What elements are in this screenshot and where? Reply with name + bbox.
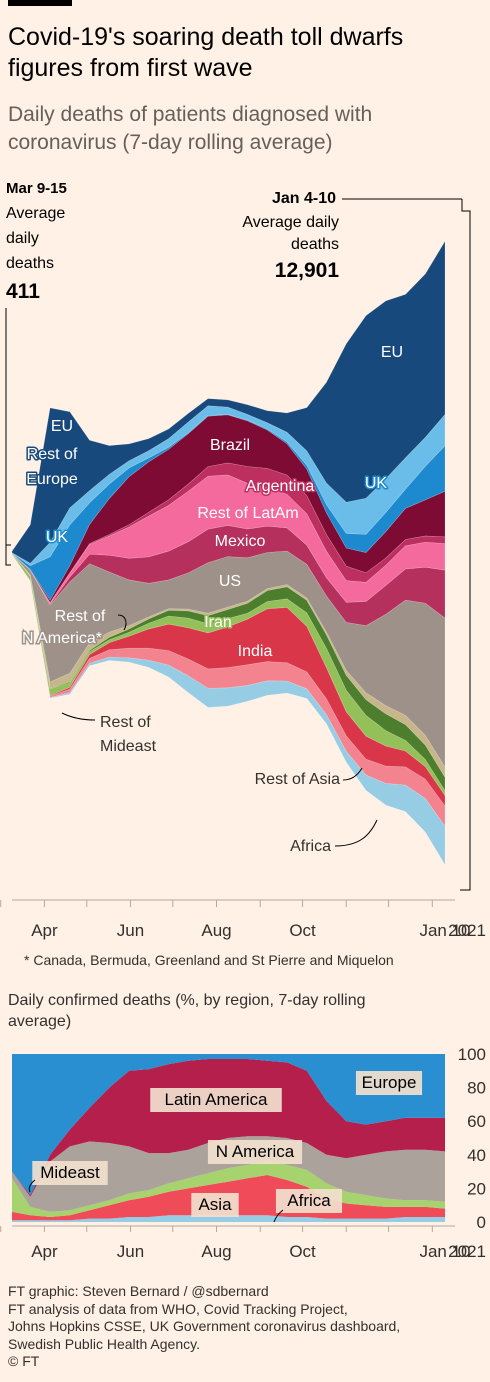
y-tick-label: 20 [467, 1179, 486, 1198]
annot-end-label: deaths [291, 236, 339, 253]
leader-africa [334, 819, 378, 847]
pct-area-n-america [12, 1136, 445, 1212]
label-india: India [238, 643, 273, 660]
pct-area-africa [12, 1215, 445, 1222]
source-line: FT graphic: Steven Bernard / @sdbernard [8, 1283, 269, 1299]
chart-subtitle: Daily deaths of patients diagnosed with … [8, 103, 373, 154]
label-rest-of-mideast: Mideast [100, 738, 157, 755]
label-asia: Asia [191, 1193, 239, 1217]
y-tick-label: 0 [477, 1213, 486, 1232]
y-tick-label: 60 [467, 1112, 486, 1131]
label-eu: EU [51, 418, 73, 435]
label-europe-text: Europe [362, 1073, 417, 1092]
label-europe-box [355, 1071, 423, 1095]
annot-end-value: 12,901 [275, 259, 340, 282]
label-uk: UK [46, 529, 69, 546]
label-n-america: N America [207, 1140, 303, 1164]
annot-start-bracket [5, 544, 11, 566]
x-tick-label: Aug [201, 921, 231, 940]
label-n-america-box [207, 1140, 303, 1164]
pct-area-europe [12, 1054, 445, 1196]
label-rest-of-latam: Rest of LatAm [197, 505, 298, 522]
label-mideast-text: Mideast [40, 1163, 100, 1182]
annot-start-value: 411 [6, 280, 40, 303]
label-n-america: N America* [22, 630, 102, 647]
label-rest-of-n-america: Rest of [55, 608, 106, 625]
x-tick-label: Aug [201, 1242, 231, 1261]
label-eu-right: EU [381, 344, 403, 361]
label-mexico: Mexico [215, 533, 266, 550]
label-argentina: Argentina [246, 478, 315, 495]
label-us: US [219, 573, 241, 590]
label-brazil: Brazil [210, 437, 250, 454]
label-latin-america: Latin America [150, 1088, 282, 1112]
annot-end-date: Jan 4-10 [272, 190, 336, 207]
label-africa: Africa [275, 1189, 343, 1213]
leader-rest-of-n-america [117, 614, 127, 631]
label-africa-box [275, 1189, 343, 1213]
label-mideast-box [32, 1161, 108, 1185]
y-tick-label: 80 [467, 1079, 486, 1098]
x-tick-label: Oct [289, 1242, 316, 1261]
x-tick-label: Apr [31, 1242, 58, 1261]
y-tick-label: 40 [467, 1146, 486, 1165]
source-note: FT graphic: Steven Bernard / @sdbernard … [8, 1283, 488, 1371]
area-mexico [11, 525, 446, 626]
x-tick-label: Jan 10 [419, 1242, 470, 1261]
label-asia-text: Asia [198, 1195, 232, 1214]
x-tick-label: 2021 [448, 921, 486, 940]
area-eu [11, 240, 446, 564]
x-tick-label: Oct [289, 921, 316, 940]
label-n-america-text: N America [216, 1142, 295, 1161]
label-rest-of-asia: Rest of Asia [255, 771, 340, 788]
leader-mideast [28, 1179, 36, 1193]
leader-rest-of-asia [342, 767, 363, 781]
annot-start-label: daily [6, 230, 39, 247]
label-mideast: Mideast [32, 1161, 108, 1185]
x-tick-label: Jun [117, 1242, 144, 1261]
source-line: FT analysis of data from WHO, Covid Trac… [8, 1300, 348, 1317]
label-africa-text: Africa [287, 1191, 331, 1210]
label-latin-america-text: Latin America [165, 1090, 269, 1109]
ft-topbar [8, 0, 72, 6]
pct-area-mideast [12, 1161, 445, 1217]
pct-area-latin-america [12, 1059, 445, 1197]
label-iran: Iran [204, 614, 232, 631]
y-tick-label: 100 [458, 1045, 486, 1064]
annot-end-label: Average daily [242, 214, 339, 231]
source-line: Swedish Public Health Agency. [8, 1335, 200, 1352]
label-rest-of-europe: Europe [26, 471, 78, 488]
label-asia-box [191, 1193, 239, 1217]
x-tick-label: 2021 [448, 1242, 486, 1261]
x-tick-label: Jan 10 [419, 921, 470, 940]
annot-end-bracket [460, 199, 471, 891]
annot-start-label: deaths [6, 255, 54, 272]
annot-start-label: Average [6, 205, 65, 222]
leader-africa [273, 1209, 284, 1223]
leader-rest-of-mideast [61, 712, 96, 721]
footnote: * Canada, Bermuda, Greenland and St Pier… [24, 952, 394, 968]
x-tick-label: Apr [31, 921, 58, 940]
source-line: © FT [8, 1353, 40, 1369]
label-latin-america-box [150, 1088, 282, 1112]
annot-start-date: Mar 9-15 [6, 180, 67, 197]
x-tick-label: Jun [117, 921, 144, 940]
chart2-subtitle: Daily confirmed deaths (%, by region, 7-… [8, 992, 366, 1030]
label-rest-of-europe: Rest of [27, 446, 78, 463]
chart-title: Covid-19's soaring death toll dwarfs fig… [8, 23, 404, 82]
label-uk-right: UK [365, 475, 388, 492]
label-africa: Africa [290, 838, 331, 855]
label-europe: Europe [355, 1071, 423, 1095]
label-rest-of-mideast: Rest of [100, 714, 151, 731]
source-line: Johns Hopkins CSSE, UK Government corona… [8, 1318, 401, 1334]
